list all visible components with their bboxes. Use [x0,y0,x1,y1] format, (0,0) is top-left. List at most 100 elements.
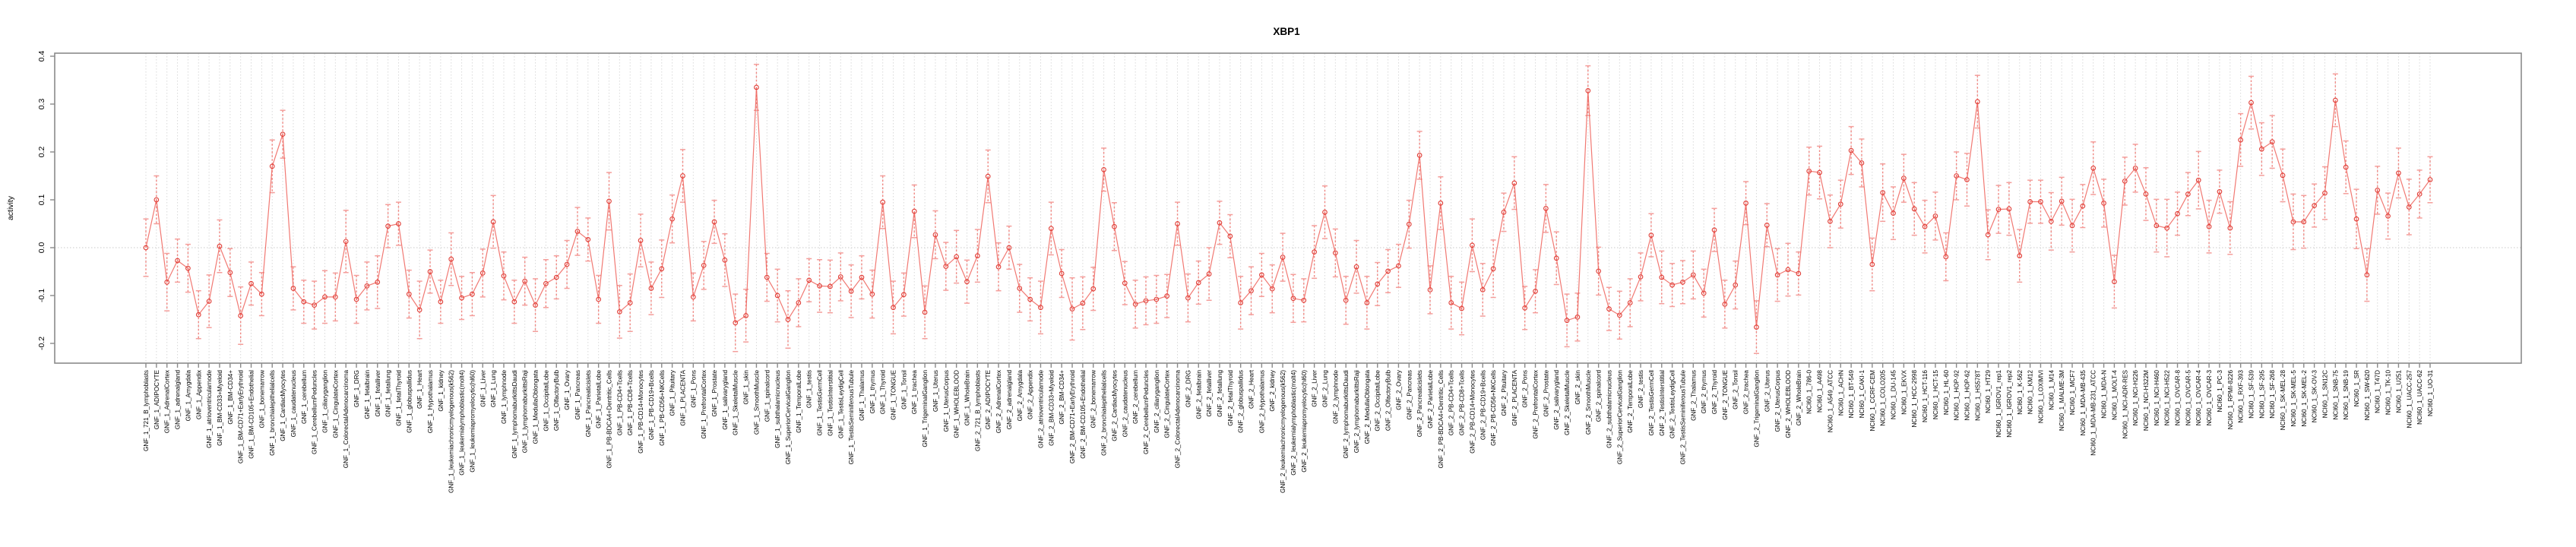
error-bar [627,273,633,332]
error-bar [2269,115,2275,169]
error-bar [1679,260,1685,305]
error-bar [1385,248,1391,293]
error-bar [511,280,517,324]
data-point-marker [1438,201,1444,206]
data-point-marker [2069,223,2075,229]
error-bar [922,285,928,340]
error-bar [2154,198,2160,253]
x-axis-label: GNF_2_kidney [1269,369,1276,412]
data-point-marker [2332,97,2338,103]
data-point-marker [269,163,275,169]
x-axis-label: GNF_1_salivarygland [722,370,729,430]
data-point-marker [2048,219,2054,224]
x-axis-label: GNF_1_Heart [416,369,423,409]
data-point-marker [2396,170,2401,176]
error-bar [1911,182,1917,236]
error-bar [891,280,897,335]
data-point-marker [1396,263,1401,269]
data-point-marker [1406,221,1412,227]
data-point-marker [227,270,233,276]
data-point-marker [817,283,822,289]
x-axis-label: GNF_2_ciliaryganglion [1154,370,1160,433]
error-bar [1479,263,1486,317]
error-bar [438,280,444,324]
error-bar [2090,141,2097,195]
x-axis-label: GNF_1_ADIPOCYTE [153,369,160,429]
x-axis-label: GNF_1_spinalcord [764,370,771,422]
x-axis-label: GNF_2_Appendix [1027,370,1034,419]
data-point-marker [669,216,675,222]
error-bar [1648,213,1654,258]
error-bar [2143,167,2149,221]
x-axis-label: GNF_2_Heart [1248,369,1255,409]
x-axis-label: GNF_1_ColorectalAdenocarcinoma [343,370,350,469]
data-point-marker [1501,210,1507,215]
data-point-marker [1470,242,1475,248]
error-bar [2312,183,2318,228]
error-bar [859,255,865,300]
error-bar [1364,276,1370,330]
data-point-marker [638,238,644,243]
data-point-marker [1479,287,1486,292]
x-axis-label: NCI60_1_IGROV1_rep1 [1995,370,2002,438]
x-axis-label: GNF_1_CingulateCortex [332,370,339,438]
x-axis-label: GNF_1_TONGUE [891,369,897,419]
data-point-marker [248,280,254,286]
error-bar [1753,300,1759,354]
x-axis-label: GNF_2_Thalamus [1690,370,1697,421]
y-axis-label: 0.4 [37,51,46,62]
x-axis-label: GNF_2_Uterus [1764,370,1771,412]
x-axis-label: GNF_1_TemporalLobe [796,370,802,433]
data-point-marker [1869,261,1875,267]
x-axis-label: GNF_1_globuspallidus [406,370,413,433]
data-point-marker [859,274,865,280]
x-axis-label: GNF_2_DRG [1185,370,1191,407]
data-point-marker [1175,221,1180,226]
data-point-marker [206,299,212,304]
x-axis-label: NCI60_1_SF-539 [2248,370,2255,419]
x-axis-label: NCI60_1_NCI-ADR-RES [2122,369,2128,438]
x-axis-label: NCI60_1_KM12 [2027,370,2034,415]
error-bar [1469,218,1475,273]
x-axis-label: NCI60_1_OVCAR-8 [2175,370,2182,426]
error-bar [606,172,612,231]
data-point-marker [985,173,991,179]
x-axis-label: NCI60_1_SNB-75 [2332,370,2339,420]
error-bar [1891,186,1897,241]
y-axis-label: 0.2 [37,147,46,158]
data-point-marker [312,302,317,308]
data-point-marker [975,253,980,259]
error-bar [2206,199,2212,254]
grid-layer [55,53,2521,363]
x-axis-label: GNF_2_cerebellum [1132,370,1139,424]
x-axis-label: GNF_1_PB-CD19+Bcells [648,370,655,440]
data-point-marker [406,291,412,297]
data-point-marker [2385,213,2391,219]
x-axis-label: GNF_2_SkeletalMuscle [1564,370,1571,435]
data-point-marker [1416,153,1422,158]
error-bar [385,204,391,248]
x-axis-label: NCI60_1_MCF7 [2069,370,2076,416]
data-point-marker [1195,280,1201,286]
x-axis-label: GNF_1_SmoothMuscle [753,370,760,435]
error-bar [743,289,749,343]
data-point-marker [375,280,381,285]
x-axis-label: GNF_1_bronchialepithelialcells [269,370,276,456]
x-axis-label: GNF_1_adrenalgland [175,370,182,430]
data-point-marker [690,294,696,300]
x-axis-label: GNF_2_Hypothalamus [1258,370,1265,433]
data-point-marker [1985,232,1991,238]
data-point-marker [648,286,654,291]
data-point-marker [1522,305,1528,311]
x-axis-label: GNF_2_WholeBrain [1796,370,1802,426]
data-point-marker [1806,168,1812,174]
x-axis-label: GNF_2_PB-CD8+Tcells [1459,370,1466,435]
x-axis-label: GNF_1_TestisInterstitial [827,370,834,436]
data-point-marker [459,295,464,301]
data-point-marker [396,221,401,226]
x-axis-label: NCI60_1_TK-10 [2385,370,2392,416]
x-axis-label: GNF_1_skin [743,370,750,405]
data-point-marker [280,131,286,138]
x-axis-label: NCI60_1_HT29 [1985,370,1992,413]
